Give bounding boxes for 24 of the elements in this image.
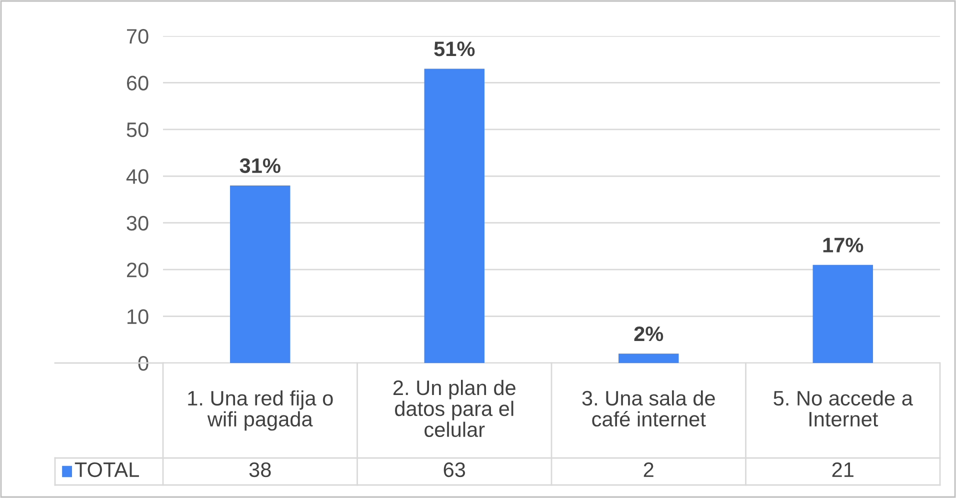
y-tick-label: 30 — [126, 216, 148, 231]
bar — [812, 264, 873, 363]
data-label: 2 — [644, 462, 654, 477]
annotation: 31% — [240, 158, 280, 174]
y-tick-label: 10 — [128, 309, 148, 324]
x-tick-label: 3. Una sala de café internet — [582, 390, 715, 427]
annotation: 2% — [634, 326, 664, 342]
bar — [424, 68, 484, 363]
y-tick-label: 60 — [127, 76, 148, 90]
x-tick-label: 2. Un plan de datos para el celular — [393, 380, 516, 438]
x-tick-label: 1. Una red fija o wifi pagada — [188, 390, 333, 431]
x-tick-label: 5. No accede a Internet — [774, 390, 913, 427]
annotation: 51% — [434, 42, 475, 56]
y-tick-label: 20 — [126, 262, 148, 278]
y-tick-label: 50 — [126, 122, 148, 138]
legend-label: TOTAL — [74, 462, 139, 478]
bar — [618, 354, 679, 363]
data-label: 63 — [444, 462, 466, 478]
y-tick-label: 70 — [127, 29, 148, 44]
data-label: 38 — [249, 462, 271, 478]
annotation: 17% — [823, 238, 864, 252]
bar — [230, 185, 290, 363]
data-label: 21 — [832, 462, 854, 477]
y-tick-label: 40 — [126, 169, 148, 184]
